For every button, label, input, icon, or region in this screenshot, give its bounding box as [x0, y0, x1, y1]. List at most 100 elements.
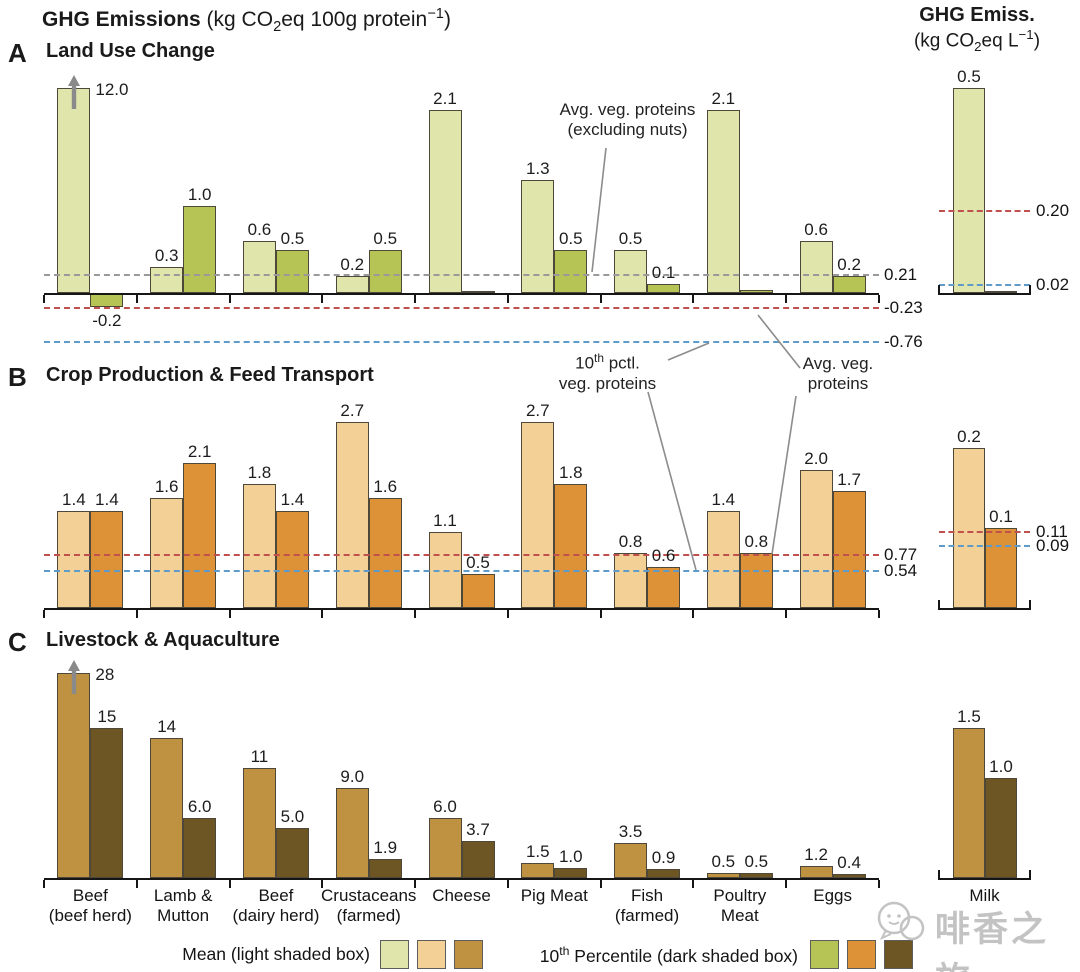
- bar-A-mean-6: [614, 249, 648, 293]
- axis-tick: [878, 880, 880, 888]
- bar-A-mean-0: [57, 88, 91, 293]
- x-axis-B: [44, 608, 879, 610]
- bar-label: 1.4: [62, 490, 86, 510]
- ref-line-B-0.54: [44, 569, 879, 572]
- bar-label: 0.5: [744, 852, 769, 871]
- bar-C-mean-2: [242, 768, 276, 878]
- bar-label: 1.5: [525, 842, 550, 861]
- bar-B-p10-0: [90, 511, 124, 608]
- truncation-arrow-icon-C: [67, 660, 81, 694]
- milk-x-axis-B: [938, 608, 1031, 610]
- category-label-0: Beef (beef herd): [48, 886, 132, 925]
- bar-A-p10-0: [90, 294, 124, 307]
- bar-label: 28: [95, 665, 115, 684]
- bar-label: 9.0: [340, 767, 365, 786]
- figure-title-bold: GHG Emissions: [42, 8, 201, 31]
- bar-label: 2.7: [340, 400, 365, 420]
- bar-label: 1.0: [187, 185, 212, 204]
- annotation-avg-veg-excluding-nuts: Avg. veg. proteins (excluding nuts): [559, 100, 696, 139]
- bar-label: 0.8: [744, 531, 769, 551]
- bar-A-mean-8: [799, 240, 833, 293]
- axis-tick: [938, 285, 940, 293]
- bar-C-mean-7: [706, 873, 740, 878]
- legend-mean-label: Mean (light shaded box): [182, 944, 370, 964]
- bar-label: -0.2: [92, 311, 122, 330]
- axis-tick: [414, 610, 417, 618]
- bar-label: 1.6: [154, 476, 179, 496]
- axis-tick: [321, 295, 324, 303]
- panel-c-letter: C: [8, 627, 27, 657]
- bar-milk-A-p10: [985, 290, 1017, 293]
- milk-ref-line-A-0.20: [939, 210, 1030, 212]
- bar-label: 0.5: [558, 228, 583, 248]
- bar-A-p10-2: [275, 249, 309, 293]
- bar-B-mean-2: [242, 483, 276, 608]
- axis-tick: [414, 295, 417, 303]
- legend-mean-swatch-1: [417, 940, 446, 969]
- ref-line-B-0.77: [44, 553, 879, 556]
- panel-b-title: Crop Production & Feed Transport: [46, 364, 374, 386]
- bar-A-p10-3: [368, 249, 402, 293]
- bar-label: 1.4: [95, 490, 119, 510]
- category-label-1: Lamb & Mutton: [153, 886, 213, 925]
- bar-C-p10-8: [832, 874, 866, 878]
- bar-C-p10-7: [739, 873, 773, 878]
- bar-B-p10-7: [739, 552, 773, 608]
- watermark-text: 啡香之旅: [935, 910, 1050, 972]
- axis-tick: [878, 610, 880, 618]
- bar-C-mean-1: [150, 738, 184, 878]
- axis-tick: [321, 610, 324, 618]
- bar-label: 1.7: [837, 469, 861, 489]
- axis-tick: [692, 880, 695, 888]
- legend-mean-swatch-2: [454, 940, 483, 969]
- bar-C-mean-8: [799, 866, 833, 878]
- bar-label: 2.1: [711, 89, 736, 109]
- bar-A-p10-6: [647, 284, 681, 293]
- panel-b-letter: B: [8, 362, 27, 392]
- bar-C-mean-4: [428, 818, 462, 878]
- bar-label: 3.5: [618, 822, 643, 841]
- axis-tick: [43, 610, 45, 618]
- bar-milk-C-p10: [985, 778, 1017, 878]
- milk-ref-line-B-0.11: [939, 531, 1030, 534]
- bar-label: 1.2: [804, 845, 828, 864]
- bar-milk-B-p10: [985, 528, 1017, 608]
- bar-label: 5.0: [280, 807, 305, 826]
- bar-label: 12.0: [95, 80, 129, 99]
- milk-x-axis-A: [938, 293, 1031, 295]
- axis-tick: [228, 610, 231, 618]
- bar-B-p10-1: [183, 463, 217, 608]
- axis-tick: [878, 295, 880, 303]
- bar-C-mean-3: [335, 788, 369, 878]
- bar-label: 1.0: [558, 847, 583, 866]
- axis-tick: [228, 880, 231, 888]
- axis-tick: [785, 295, 788, 303]
- ref-line-label-B-0.54: 0.54: [884, 560, 918, 580]
- bar-label: 0.8: [618, 531, 643, 551]
- legend-p10-swatch-1: [847, 940, 876, 969]
- bar-B-mean-3: [335, 421, 369, 608]
- bar-B-mean-7: [706, 511, 740, 608]
- bar-C-p10-1: [183, 818, 217, 878]
- axis-tick: [1029, 285, 1031, 293]
- bar-label: 0.6: [804, 219, 828, 239]
- bar-label: 3.7: [466, 820, 490, 839]
- milk-x-axis-C: [938, 878, 1031, 880]
- axis-tick: [692, 295, 695, 303]
- bar-label: 6.0: [187, 797, 212, 816]
- bar-label: 2.1: [187, 442, 212, 462]
- axis-tick: [321, 880, 324, 888]
- ref-line-A--0.76: [44, 341, 879, 344]
- axis-tick: [135, 880, 138, 888]
- bar-A-mean-2: [242, 240, 276, 293]
- bar-B-mean-8: [799, 470, 833, 608]
- ref-line-A-0.21: [44, 273, 879, 276]
- bar-label: 0.6: [247, 219, 272, 239]
- bar-B-p10-5: [554, 483, 588, 608]
- bar-label: 1.4: [280, 490, 305, 510]
- category-label-8: Eggs: [813, 886, 852, 905]
- bar-C-p10-2: [275, 828, 309, 878]
- bar-C-mean-6: [614, 843, 648, 878]
- bar-label: 0.2: [957, 427, 981, 446]
- bar-label: 1.1: [433, 511, 457, 531]
